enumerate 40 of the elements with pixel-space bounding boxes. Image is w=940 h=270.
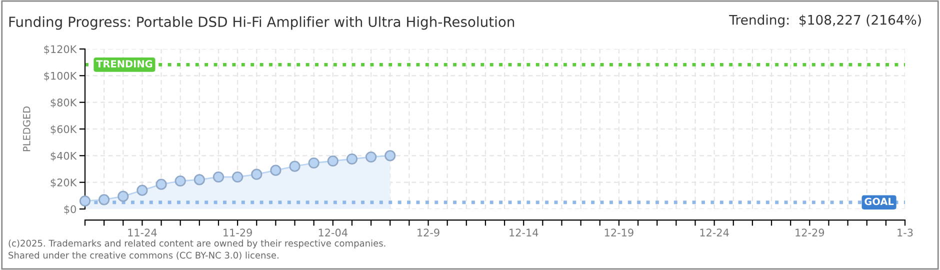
x-tick-label: 1-3	[898, 228, 913, 237]
point	[174, 175, 186, 187]
point	[98, 194, 110, 206]
point	[327, 155, 338, 167]
point	[136, 184, 148, 196]
point	[346, 153, 358, 165]
y-axis-title: PLEDGED	[22, 106, 30, 152]
y-tick-label: $120K	[44, 45, 77, 54]
point	[79, 195, 91, 207]
point	[194, 174, 205, 186]
y-tick-label: $80K	[50, 98, 77, 108]
point	[212, 171, 224, 183]
point	[384, 150, 396, 162]
y-tick-label: $100K	[44, 72, 77, 82]
x-tick-label: 11-24	[128, 228, 157, 236]
point	[289, 160, 300, 172]
point	[270, 164, 282, 176]
point	[232, 171, 244, 183]
y-tick-label: $60K	[50, 125, 77, 134]
x-tick-label: 12-19	[604, 228, 634, 237]
point	[156, 178, 167, 190]
x-tick-label: 12-14	[510, 228, 538, 236]
point	[118, 190, 129, 202]
point	[365, 151, 377, 163]
text: (c)2025. Trademarks and related content are owned by their respective companies.	[8, 240, 386, 248]
chart-subtitle: Trending: $108,227 (2164%)	[729, 14, 921, 28]
text: Shared under the creative commons (CC BY-NC 3.0) license.	[8, 252, 278, 260]
x-tick-label: 12-04	[318, 228, 348, 237]
y-tick-label: $0	[64, 205, 76, 214]
x-tick-label: 11-29	[224, 228, 252, 237]
point	[251, 168, 262, 180]
y-tick-label: $40K	[50, 152, 77, 162]
ref-line-label: GOAL	[864, 198, 894, 206]
chart-title: Funding Progress: Portable DSD Hi-Fi Amplifier with Ultra High-Resolution	[9, 16, 514, 30]
x-tick-label: 12-9	[418, 228, 440, 237]
x-tick-label: 12-29	[796, 228, 824, 237]
y-tick-label: $20K	[50, 178, 77, 188]
x-tick-label: 12-24	[700, 228, 729, 236]
point	[308, 157, 320, 169]
ref-line-label: TRENDING	[96, 60, 152, 68]
